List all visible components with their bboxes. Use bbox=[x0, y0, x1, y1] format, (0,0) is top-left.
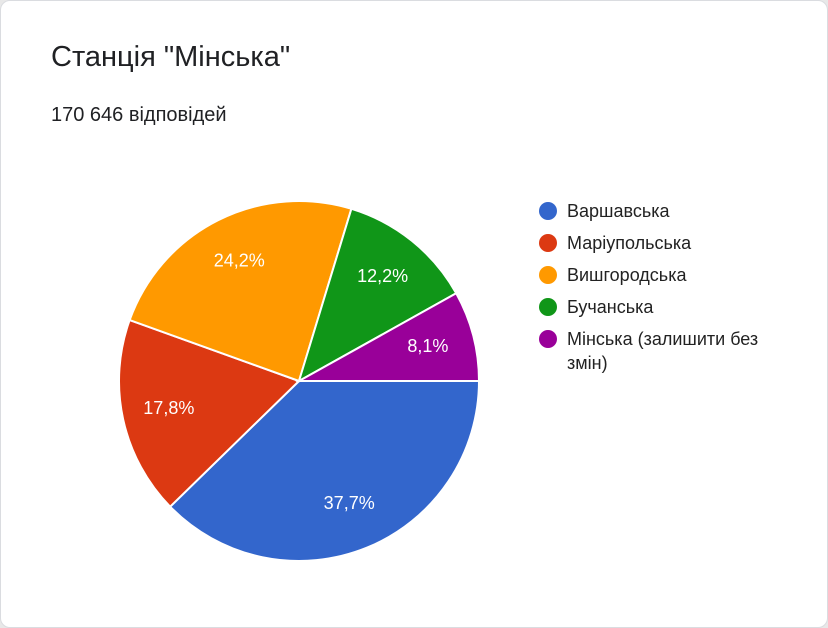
legend-item: Маріупольська bbox=[539, 231, 759, 255]
legend-label: Бучанська bbox=[567, 297, 654, 317]
slice-label: 37,7% bbox=[324, 493, 375, 513]
legend-label: Вишгородська bbox=[567, 265, 687, 285]
legend-item: Бучанська bbox=[539, 295, 759, 319]
pie-slice bbox=[168, 380, 481, 562]
legend-marker bbox=[539, 330, 557, 348]
legend-label: Маріупольська bbox=[567, 233, 692, 253]
legend-marker bbox=[539, 298, 557, 316]
pie-slice bbox=[297, 207, 458, 384]
legend-marker bbox=[539, 266, 557, 284]
chart-subtitle: 170 646 відповідей bbox=[51, 104, 227, 126]
legend-label: Мінська (залишити без змін) bbox=[567, 329, 759, 373]
slice-label: 12,2% bbox=[357, 266, 408, 286]
legend-marker bbox=[539, 234, 557, 252]
pie-slice bbox=[128, 200, 353, 383]
legend-label: Варшавська bbox=[567, 201, 670, 221]
legend-item: Варшавська bbox=[539, 199, 759, 223]
legend-marker bbox=[539, 202, 557, 220]
legend-item: Вишгородська bbox=[539, 263, 759, 287]
pie-slice bbox=[118, 318, 301, 509]
legend-item: Мінська (залишити без змін) bbox=[539, 327, 759, 375]
slice-label: 17,8% bbox=[143, 398, 194, 418]
slice-label: 24,2% bbox=[214, 251, 265, 271]
legend: Варшавська Маріупольська Вишгородська Бучан… bbox=[539, 199, 759, 383]
slice-label: 8,1% bbox=[407, 336, 448, 356]
pie-slice bbox=[295, 291, 481, 382]
chart-title: Станція "Мінська" bbox=[51, 41, 291, 73]
